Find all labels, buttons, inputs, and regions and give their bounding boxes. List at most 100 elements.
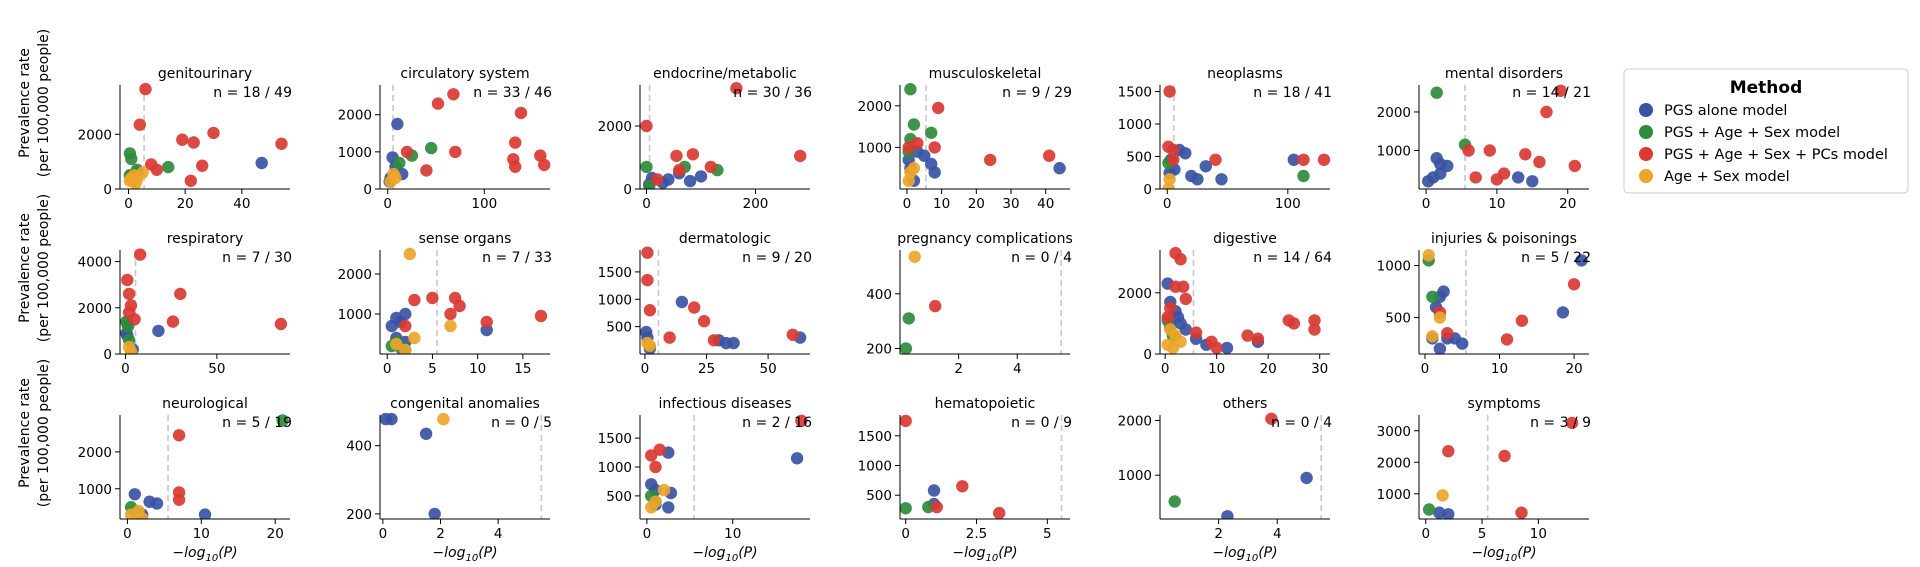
panel-count-annotation: n = 0 / 9 <box>1011 415 1072 431</box>
data-points <box>640 246 807 354</box>
data-point <box>399 343 412 354</box>
panel-genitourinary: genitourinary 0 20 40 0 2000 n = 18 / 49 <box>78 66 292 212</box>
data-point <box>1189 326 1203 339</box>
data-point <box>509 136 522 149</box>
data-point <box>673 163 686 177</box>
y-axis-label-row1: Prevalence rate (per 100,000 people) <box>17 29 52 177</box>
y-tick-label: 2000 <box>598 119 632 135</box>
legend-entry: PGS + Age + Sex model <box>1639 125 1840 141</box>
y-tick-label: 0 <box>103 347 112 363</box>
data-point <box>1442 508 1455 519</box>
x-tick-label: 0 <box>1421 526 1430 542</box>
x-tick-label: 0 <box>901 526 910 542</box>
data-point <box>1174 253 1187 266</box>
data-point <box>1426 330 1439 343</box>
y-tick-label: 1000 <box>1377 143 1411 159</box>
y-tick-label: 2000 <box>1377 455 1411 471</box>
x-tick-label: 0 <box>903 196 912 212</box>
y-tick-label: 500 <box>866 488 892 504</box>
data-point <box>927 484 941 497</box>
x-tick-label: 0 <box>123 526 132 542</box>
y-tick-label: 2000 <box>78 127 112 143</box>
y-tick-label: 0 <box>363 182 372 198</box>
data-point <box>391 117 404 131</box>
legend-label-pgs-alone: PGS alone model <box>1664 103 1787 119</box>
x-tick-label: 10 <box>1530 526 1547 542</box>
data-point <box>1519 148 1532 161</box>
data-point <box>1441 327 1454 340</box>
data-point <box>657 483 671 497</box>
data-point <box>649 460 662 474</box>
x-tick-label: 100 <box>1275 196 1301 212</box>
data-point <box>645 449 658 462</box>
legend-swatch-pgs-age-sex <box>1639 125 1653 139</box>
panel-count-annotation: n = 0 / 4 <box>1271 415 1332 431</box>
data-point <box>1161 311 1174 324</box>
panel-title: congenital anomalies <box>390 396 540 412</box>
x-tick-label: 100 <box>471 196 497 212</box>
data-point <box>121 273 134 287</box>
data-point <box>1540 105 1553 119</box>
data-point <box>900 502 912 515</box>
panel-symptoms: symptoms 0 5 10 1000 2000 3000 n = 3 / 9 −log10(… <box>1377 396 1591 564</box>
data-point <box>643 304 657 317</box>
panel-title: symptoms <box>1467 396 1540 412</box>
data-point <box>128 488 141 501</box>
data-points <box>380 412 450 519</box>
data-point <box>641 246 654 259</box>
data-point <box>437 412 450 426</box>
data-point <box>184 174 197 187</box>
data-points <box>1422 249 1588 354</box>
x-tick-label: 0 <box>383 196 392 212</box>
x-tick-label: 2 <box>1214 526 1223 542</box>
data-point <box>1426 290 1439 303</box>
data-point <box>124 345 138 354</box>
data-point <box>1554 84 1567 98</box>
x-tick-label: 10 <box>1208 361 1225 377</box>
data-point <box>1568 159 1582 173</box>
panel-count-annotation: n = 18 / 49 <box>213 85 292 101</box>
data-point <box>1565 416 1579 430</box>
x-tick-label: 20 <box>1260 361 1277 377</box>
x-tick-label: 10 <box>193 526 210 542</box>
y-tick-label: 1500 <box>858 429 892 445</box>
panel-title: mental disorders <box>1445 66 1563 82</box>
panel-mental-disorders: mental disorders 0 10 20 1000 2000 n = 14 / 21 <box>1377 66 1591 212</box>
data-point <box>1469 171 1482 184</box>
data-point <box>176 133 189 146</box>
data-point <box>162 160 175 174</box>
panel-title: respiratory <box>167 231 244 247</box>
y-tick-label: 200 <box>866 342 892 358</box>
y-tick-label: 2000 <box>1118 286 1152 302</box>
data-point <box>150 497 164 510</box>
data-point <box>420 164 433 177</box>
panel-pregnancy-complications: pregnancy complications 2 4 200 400 n = 0 / 4 <box>866 231 1073 377</box>
panel-count-annotation: n = 5 / 19 <box>222 415 292 431</box>
y-tick-label: 2000 <box>78 301 112 317</box>
data-point <box>136 512 149 519</box>
y-tick-label: 1500 <box>1118 85 1152 101</box>
data-point <box>1483 144 1497 157</box>
y-tick-label: 400 <box>866 287 892 303</box>
data-point <box>385 412 398 426</box>
data-point <box>902 174 915 187</box>
y-tick-label: 0 <box>1143 182 1152 198</box>
legend-swatch-pgs-age-sex-pcs <box>1639 147 1653 161</box>
data-point <box>480 315 493 329</box>
legend-title: Method <box>1730 78 1803 98</box>
y-tick-label: 2000 <box>1118 413 1152 429</box>
panel-count-annotation: n = 18 / 41 <box>1253 85 1332 101</box>
panel-title: dermatologic <box>679 231 771 247</box>
data-point <box>1209 153 1222 166</box>
y-tick-label: 1000 <box>1118 468 1152 484</box>
panel-count-annotation: n = 0 / 5 <box>491 415 552 431</box>
data-point <box>400 145 414 159</box>
data-points <box>124 414 289 519</box>
x-axis-label: −log10(P) <box>1212 545 1277 564</box>
panel-dermatologic: dermatologic 0 25 50 500 1000 1500 n = 9 / 20 <box>598 231 812 377</box>
data-point <box>408 293 421 307</box>
x-tick-label: 20 <box>1559 196 1576 212</box>
x-tick-label: 2.5 <box>966 526 987 542</box>
data-point <box>675 295 689 309</box>
